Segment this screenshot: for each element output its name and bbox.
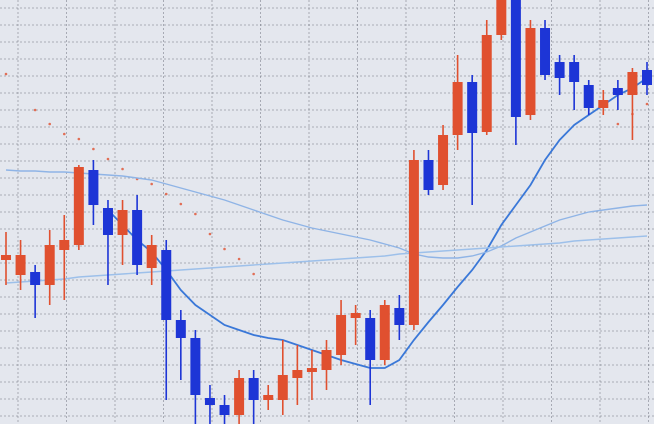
sar-dot [645,102,649,106]
sar-dot [150,182,153,186]
candle-body [292,370,303,378]
candle-body [394,308,405,325]
moving-average-line [5,235,648,284]
candle-body [73,167,84,245]
sar-dot [223,247,226,251]
candle-body [204,398,215,405]
candle-body [30,272,41,285]
candle-body [248,378,259,400]
candle-body [379,305,390,360]
sar-dot [92,147,95,151]
candle-body [496,0,507,35]
candle-body [59,240,70,250]
candle-body [263,395,274,400]
candle-body [540,28,551,75]
candle-body [146,245,157,268]
candle-body [1,255,11,260]
sar-dot [208,232,212,236]
candle-body [423,160,434,190]
sar-dot [4,72,8,76]
candle-body [336,315,347,355]
candle-body [408,160,419,325]
sar-dot [33,108,37,112]
candle-body [190,338,201,395]
candle-body [642,70,652,85]
candle-body [627,72,638,95]
candle-body [277,375,288,400]
candle-body [234,378,245,415]
candle-body [365,318,376,360]
candle-body [452,82,463,135]
moving-average-line [5,169,648,259]
sar-dot [237,257,241,261]
candle-body [219,405,230,415]
sar-dot [179,202,183,206]
candle-body [598,100,609,108]
candle-body [88,170,99,205]
sar-dot [121,167,124,171]
candle-body [583,85,594,108]
candle-body [321,350,332,370]
candle-body [117,210,128,235]
sar-dot [616,122,620,126]
candle-body [481,35,492,132]
sar-dot [48,122,52,126]
candle-body [44,245,55,285]
sar-dot [77,137,81,141]
sar-dot [62,132,66,136]
candle-body [306,368,317,372]
sar-dot [164,192,168,196]
candle-body [161,250,172,320]
candle-body [569,62,580,82]
candle-body [175,320,186,338]
sar-dot [194,212,197,216]
candle-body [438,135,449,185]
sar-dot [252,272,255,276]
moving-average-line [107,77,648,369]
candle-body [467,82,478,133]
candle-body [554,62,565,78]
candle-body [102,208,113,235]
candle-body [525,28,536,115]
candle-body [15,255,26,275]
candle-body [132,210,143,265]
candle-body [510,0,521,117]
sar-dot [106,157,110,161]
candle-body [350,313,361,318]
candle-body [612,88,623,95]
